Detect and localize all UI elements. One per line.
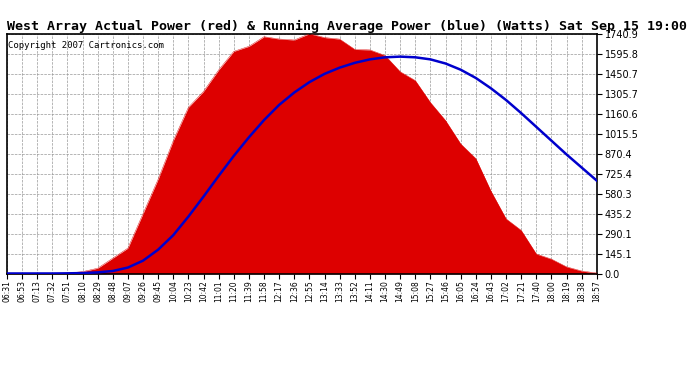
Text: Copyright 2007 Cartronics.com: Copyright 2007 Cartronics.com — [8, 41, 164, 50]
Text: West Array Actual Power (red) & Running Average Power (blue) (Watts) Sat Sep 15 : West Array Actual Power (red) & Running … — [7, 20, 687, 33]
